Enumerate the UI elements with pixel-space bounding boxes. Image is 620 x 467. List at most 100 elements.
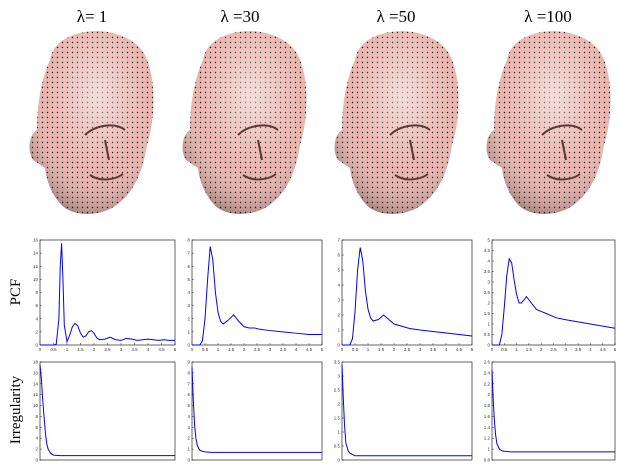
row-label: PCF: [8, 279, 24, 306]
x-tick-label: 4: [589, 347, 592, 352]
y-tick-label: 1: [187, 447, 190, 452]
y-tick-label: 6: [187, 392, 190, 397]
y-tick-label: 2.5: [334, 388, 341, 393]
y-tick-label: 1: [487, 447, 490, 452]
y-tick-label: 1: [337, 328, 340, 333]
y-tick-label: 4: [337, 283, 340, 288]
x-tick-label: 0.5: [202, 347, 209, 352]
y-tick-label: 0: [337, 458, 340, 463]
x-tick-label: 2: [93, 347, 96, 352]
row-label: Irregularity: [8, 375, 24, 444]
y-tick-label: 14: [33, 251, 39, 256]
x-tick-label: 4: [445, 347, 448, 352]
plot-frame: [39, 239, 176, 346]
y-tick-label: 5: [487, 238, 490, 243]
data-line: [341, 364, 472, 457]
y-tick-label: 3: [187, 303, 190, 308]
x-tick-label: 2.5: [254, 347, 261, 352]
y-tick-label: 4: [35, 436, 38, 441]
y-tick-label: 1: [187, 329, 190, 334]
y-tick-label: 1.6: [484, 414, 491, 419]
y-tick-label: 6: [35, 425, 38, 430]
y-tick-label: 3: [337, 374, 340, 379]
x-tick-label: 3: [565, 347, 568, 352]
x-tick-label: 0: [191, 347, 194, 352]
x-tick-label: 1.5: [77, 347, 84, 352]
data-line: [39, 364, 175, 457]
head-render: [333, 30, 460, 215]
head-render: [181, 30, 308, 215]
column-label: λ =30: [220, 7, 259, 26]
x-tick-label: 4.5: [158, 347, 165, 352]
y-tick-label: 1.5: [484, 311, 491, 316]
y-tick-label: 5: [187, 403, 190, 408]
x-tick-label: 3.5: [575, 347, 582, 352]
y-tick-label: 2: [337, 402, 340, 407]
x-tick-label: 5: [174, 347, 177, 352]
x-tick-label: 1.5: [228, 347, 235, 352]
y-tick-label: 1.8: [484, 403, 491, 408]
plot-frame: [341, 361, 473, 461]
y-tick-label: 2: [487, 392, 490, 397]
y-tick-label: 0: [187, 458, 190, 463]
x-tick-label: 0: [39, 347, 42, 352]
y-tick-label: 2: [187, 436, 190, 441]
y-tick-label: 1: [487, 322, 490, 327]
y-tick-label: 14: [33, 381, 39, 386]
data-line: [491, 370, 615, 453]
y-tick-label: 5: [337, 268, 340, 273]
y-tick-label: 6: [337, 253, 340, 258]
data-line: [192, 246, 322, 346]
x-tick-label: 0.5: [50, 347, 57, 352]
y-tick-label: 0.5: [484, 332, 491, 337]
y-tick-label: 0.8: [484, 458, 491, 463]
y-tick-label: 3: [487, 280, 490, 285]
y-tick-label: 1: [337, 430, 340, 435]
y-tick-label: 2: [187, 316, 190, 321]
y-tick-label: 2: [337, 313, 340, 318]
data-line: [40, 243, 175, 346]
column-label: λ =100: [524, 7, 572, 26]
plot-frame: [491, 361, 616, 461]
y-tick-label: 12: [33, 264, 39, 269]
y-tick-label: 0: [337, 343, 340, 348]
x-tick-label: 1: [367, 347, 370, 352]
y-tick-label: 2: [487, 301, 490, 306]
x-tick-label: 0: [341, 347, 344, 352]
y-tick-label: 3.5: [484, 269, 491, 274]
y-tick-label: 1.4: [484, 425, 491, 430]
x-tick-label: 0.5: [352, 347, 359, 352]
y-tick-label: 5: [187, 277, 190, 282]
plot-frame: [191, 361, 323, 461]
data-line: [191, 367, 322, 453]
x-tick-label: 2: [393, 347, 396, 352]
y-tick-label: 1.5: [334, 416, 341, 421]
x-tick-label: 2: [540, 347, 543, 352]
y-tick-label: 7: [187, 381, 190, 386]
x-tick-label: 4: [147, 347, 150, 352]
head-render: [485, 30, 612, 215]
x-tick-label: 5: [614, 347, 617, 352]
x-tick-label: 1: [217, 347, 220, 352]
column-label: λ= 1: [77, 7, 108, 26]
y-tick-label: 3.5: [334, 360, 341, 365]
x-tick-label: 3.5: [131, 347, 138, 352]
y-tick-label: 2: [35, 447, 38, 452]
y-tick-label: 12: [33, 392, 39, 397]
y-tick-label: 16: [33, 238, 39, 243]
y-tick-label: 7: [337, 238, 340, 243]
head-renderings: [28, 30, 612, 215]
x-tick-label: 2.5: [104, 347, 111, 352]
x-tick-label: 4.5: [456, 347, 463, 352]
x-tick-label: 4: [295, 347, 298, 352]
x-tick-label: 1.5: [526, 347, 533, 352]
x-tick-label: 5: [471, 347, 474, 352]
y-tick-label: 3: [337, 298, 340, 303]
x-tick-label: 3.5: [430, 347, 437, 352]
x-tick-label: 3: [419, 347, 422, 352]
x-tick-label: 5: [321, 347, 324, 352]
y-tick-label: 2.2: [484, 381, 491, 386]
y-tick-label: 0: [35, 458, 38, 463]
x-tick-label: 2.5: [404, 347, 411, 352]
